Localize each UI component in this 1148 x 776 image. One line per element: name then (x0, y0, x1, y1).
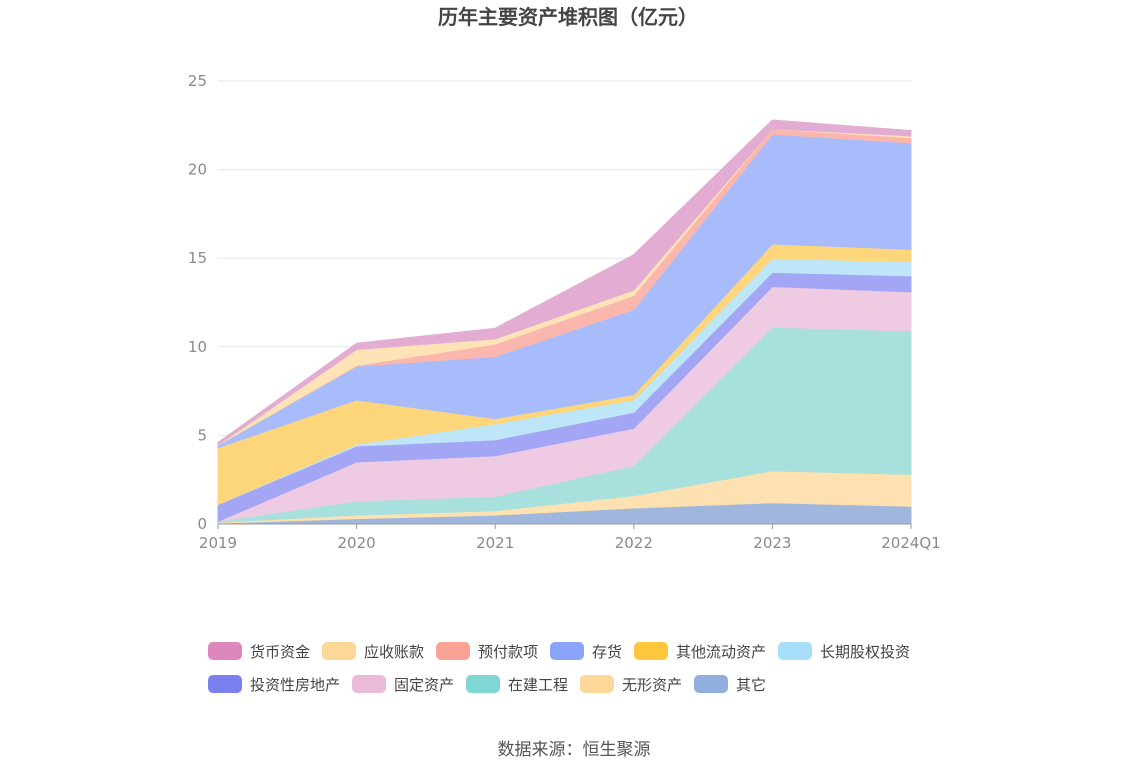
area-货币资金 (217, 119, 912, 447)
legend-label: 固定资产 (394, 676, 454, 694)
legend-swatch (580, 675, 614, 693)
legend-swatch (466, 675, 500, 693)
legend-swatch (694, 675, 728, 693)
legend-label: 其他流动资产 (676, 643, 766, 661)
x-tick-label: 2021 (476, 534, 514, 552)
legend-label: 投资性房地产 (250, 676, 340, 694)
x-tick-label: 2020 (338, 534, 376, 552)
source-note: 数据来源：恒生聚源 (498, 740, 651, 760)
legend-item-存货[interactable]: 存货 (550, 642, 622, 661)
legend-item-其它[interactable]: 其它 (694, 675, 766, 694)
legend-item-应收账款[interactable]: 应收账款 (322, 642, 424, 661)
y-tick-label: 25 (188, 72, 207, 90)
legend-swatch (208, 675, 242, 693)
legend-item-预付款项[interactable]: 预付款项 (436, 642, 538, 661)
x-tick-label: 2024Q1 (881, 534, 941, 552)
legend-item-在建工程[interactable]: 在建工程 (466, 675, 568, 694)
legend-swatch (634, 642, 668, 660)
legend-swatch (322, 642, 356, 660)
legend-label: 在建工程 (508, 676, 568, 694)
legend-label: 应收账款 (364, 643, 424, 661)
y-tick-label: 0 (197, 515, 207, 533)
legend-swatch (436, 642, 470, 660)
legend-label: 货币资金 (250, 643, 310, 661)
legend-label: 无形资产 (622, 676, 682, 694)
legend-label: 长期股权投资 (820, 643, 910, 661)
x-tick-label: 2019 (199, 534, 237, 552)
legend-item-无形资产[interactable]: 无形资产 (580, 675, 682, 694)
legend-swatch (778, 642, 812, 660)
area-series (217, 119, 912, 525)
legend-swatch (208, 642, 242, 660)
legend-swatch (550, 642, 584, 660)
legend-item-其他流动资产[interactable]: 其他流动资产 (634, 642, 766, 661)
x-tick-label: 2023 (753, 534, 791, 552)
y-tick-label: 10 (188, 338, 207, 356)
chart-title: 历年主要资产堆积图（亿元） (438, 5, 698, 29)
legend-label: 预付款项 (478, 643, 538, 661)
y-tick-label: 5 (197, 426, 207, 444)
x-tick-label: 2022 (615, 534, 653, 552)
y-tick-label: 20 (188, 161, 207, 179)
legend-label: 其它 (736, 676, 766, 694)
legend-item-投资性房地产[interactable]: 投资性房地产 (208, 675, 340, 694)
legend-item-货币资金[interactable]: 货币资金 (208, 642, 310, 661)
legend-item-长期股权投资[interactable]: 长期股权投资 (778, 642, 910, 661)
legend-item-固定资产[interactable]: 固定资产 (352, 675, 454, 694)
legend-label: 存货 (592, 643, 622, 661)
axes: 0 5 10 15 20 25 2019 2020 2021 2022 2023 2024Q1 (188, 72, 941, 552)
legend-swatch (352, 675, 386, 693)
y-tick-label: 15 (188, 249, 207, 267)
